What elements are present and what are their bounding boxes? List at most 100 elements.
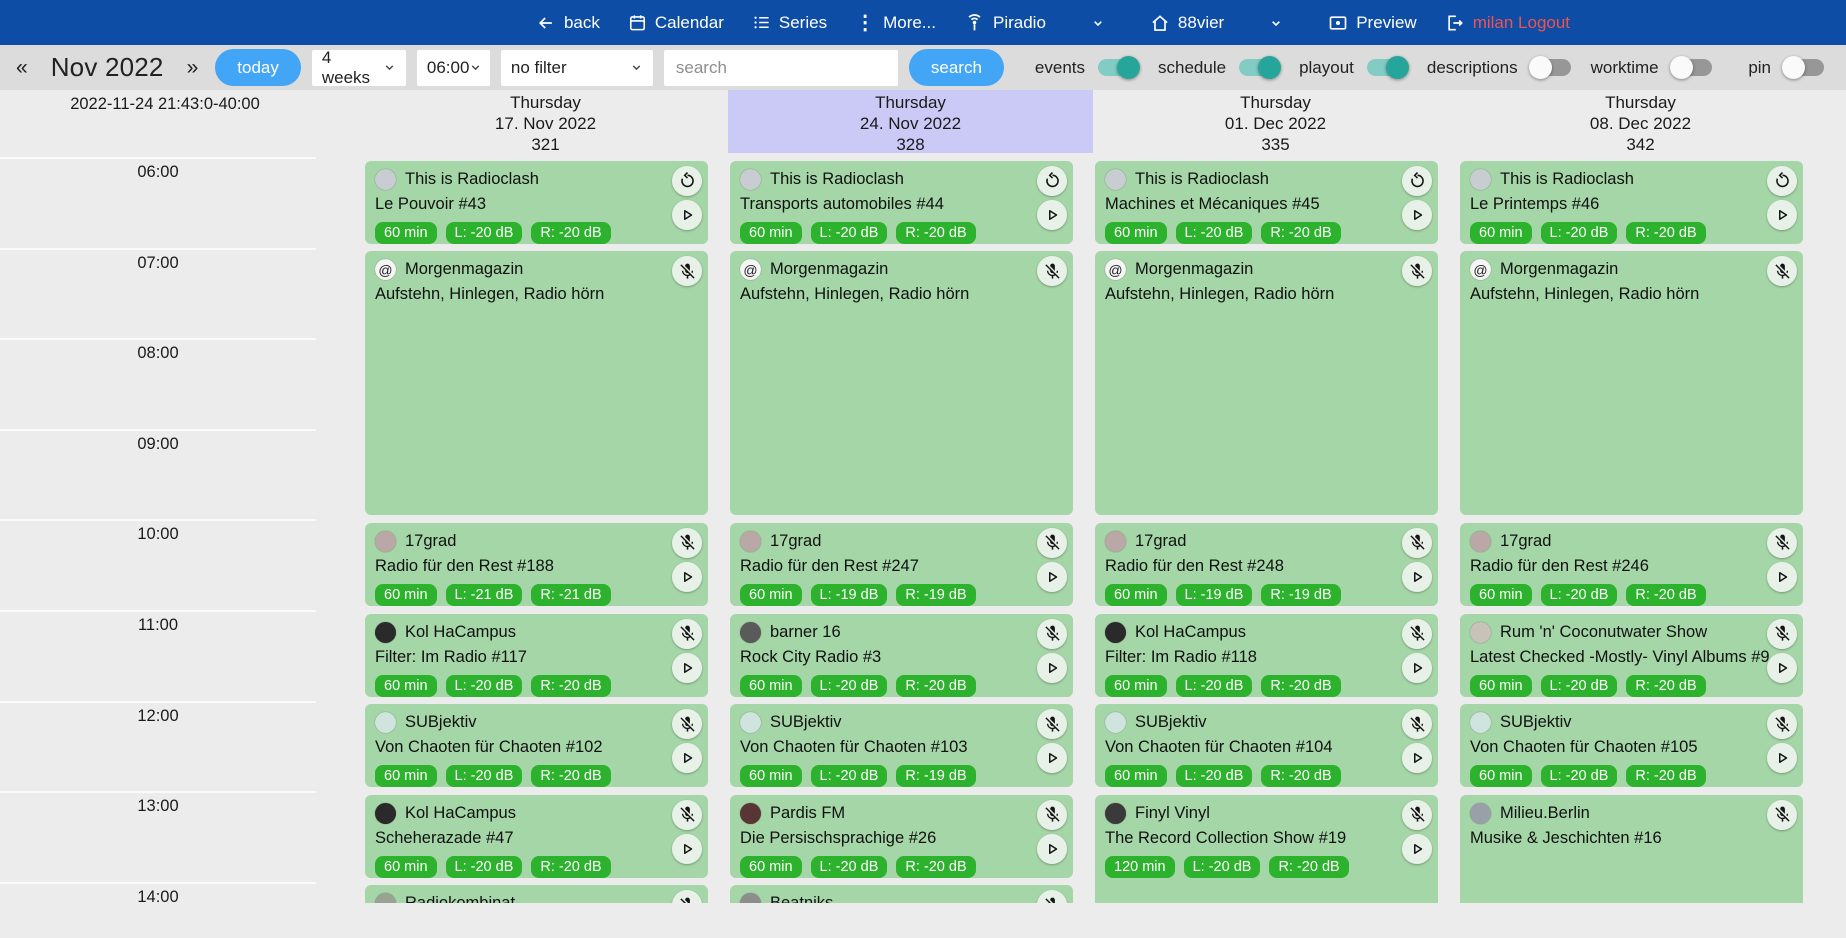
play-button[interactable] xyxy=(1767,561,1797,592)
play-button[interactable] xyxy=(1402,561,1432,592)
descriptions-switch[interactable] xyxy=(1528,56,1571,79)
mute-button[interactable] xyxy=(1767,618,1797,649)
event-card[interactable]: @ Morgenmagazin Aufstehn, Hinlegen, Radio … xyxy=(1095,251,1438,516)
event-card[interactable]: Milieu.Berlin Musike & Jeschichten #16 xyxy=(1460,794,1803,903)
schedule-switch[interactable] xyxy=(1239,56,1282,79)
nav-more[interactable]: ⋮ More... xyxy=(855,10,936,35)
event-card[interactable]: @ Morgenmagazin Aufstehn, Hinlegen, Radio … xyxy=(365,251,708,516)
nav-calendar[interactable]: Calendar xyxy=(628,13,724,33)
play-button[interactable] xyxy=(1402,743,1432,774)
mute-button[interactable] xyxy=(1037,709,1067,740)
nav-station[interactable]: Piradio xyxy=(964,12,1046,33)
mute-button[interactable] xyxy=(672,799,702,830)
event-card[interactable]: barner 16 Rock City Radio #3 60 min L: -20 … xyxy=(730,613,1073,697)
mute-button[interactable] xyxy=(1402,256,1432,287)
event-card[interactable]: Kol HaCampus Scheherazade #47 60 min L: -20… xyxy=(365,794,708,878)
play-button[interactable] xyxy=(1037,561,1067,592)
play-button[interactable] xyxy=(1767,199,1797,230)
play-button[interactable] xyxy=(1037,199,1067,230)
play-button[interactable] xyxy=(672,833,702,864)
mute-button[interactable] xyxy=(1402,527,1432,558)
next-month-button[interactable]: » xyxy=(186,55,199,79)
play-button[interactable] xyxy=(672,561,702,592)
today-button[interactable]: today xyxy=(215,49,301,86)
range-select[interactable]: 4 weeks xyxy=(311,48,406,87)
mute-button[interactable] xyxy=(1767,709,1797,740)
column-header-weekday: Thursday xyxy=(1240,93,1311,112)
play-button[interactable] xyxy=(1402,652,1432,683)
mute-button[interactable] xyxy=(1767,799,1797,830)
event-card[interactable]: Rum 'n' Coconutwater Show Latest Checked … xyxy=(1460,613,1803,697)
play-button[interactable] xyxy=(1402,199,1432,230)
event-card[interactable]: Radiokombinat xyxy=(365,885,708,903)
event-card[interactable]: 17grad Radio für den Rest #247 60 min L: -1… xyxy=(730,522,1073,606)
mute-button[interactable] xyxy=(672,890,702,903)
replay-button[interactable] xyxy=(1037,165,1067,196)
event-card[interactable]: This is Radioclash Le Printemps #46 60 min… xyxy=(1460,160,1803,244)
play-button[interactable] xyxy=(672,199,702,230)
badge-row: 60 min L: -20 dB R: -20 dB xyxy=(1105,221,1394,244)
start-time-select[interactable]: 06:00 xyxy=(416,49,490,86)
event-card[interactable]: Pardis FM Die Persischsprachige #26 60 min… xyxy=(730,794,1073,878)
prev-month-button[interactable]: « xyxy=(16,55,28,79)
replay-button[interactable] xyxy=(1767,165,1797,196)
play-button[interactable] xyxy=(1037,652,1067,683)
nav-preview[interactable]: Preview xyxy=(1328,13,1417,33)
mute-button[interactable] xyxy=(1037,256,1067,287)
mute-button[interactable] xyxy=(1037,618,1067,649)
mute-button[interactable] xyxy=(1767,256,1797,287)
replay-button[interactable] xyxy=(1402,165,1432,196)
event-card[interactable]: Kol HaCampus Filter: Im Radio #118 60 min L… xyxy=(1095,613,1438,697)
pin-switch[interactable] xyxy=(1782,56,1824,79)
mute-button[interactable] xyxy=(672,527,702,558)
mute-button[interactable] xyxy=(672,709,702,740)
event-card[interactable]: This is Radioclash Machines et Mécaniques… xyxy=(1095,160,1438,244)
event-card[interactable]: 17grad Radio für den Rest #188 60 min L: -2… xyxy=(365,522,708,606)
event-card[interactable]: SUBjektiv Von Chaoten für Chaoten #105 60 … xyxy=(1460,704,1803,788)
event-card[interactable]: SUBjektiv Von Chaoten für Chaoten #103 60 … xyxy=(730,704,1073,788)
playout-switch[interactable] xyxy=(1366,56,1409,79)
filter-select[interactable]: no filter xyxy=(500,49,653,86)
event-card[interactable]: Finyl Vinyl The Record Collection Show #1… xyxy=(1095,794,1438,903)
play-button[interactable] xyxy=(1402,833,1432,864)
play-button[interactable] xyxy=(1767,743,1797,774)
station-dropdown-button[interactable] xyxy=(1090,15,1106,31)
event-card[interactable]: This is Radioclash Transports automobiles… xyxy=(730,160,1073,244)
event-card[interactable]: @ Morgenmagazin Aufstehn, Hinlegen, Radio … xyxy=(730,251,1073,516)
play-button[interactable] xyxy=(1037,743,1067,774)
event-card[interactable]: This is Radioclash Le Pouvoir #43 60 min L:… xyxy=(365,160,708,244)
mute-button[interactable] xyxy=(672,618,702,649)
event-card[interactable]: SUBjektiv Von Chaoten für Chaoten #102 60 … xyxy=(365,704,708,788)
studio-dropdown-button[interactable] xyxy=(1268,15,1284,31)
nav-studio[interactable]: 88vier xyxy=(1150,13,1224,33)
mute-button[interactable] xyxy=(1037,890,1067,903)
event-card[interactable]: SUBjektiv Von Chaoten für Chaoten #104 60 … xyxy=(1095,704,1438,788)
replay-button[interactable] xyxy=(672,165,702,196)
duration-badge: 60 min xyxy=(375,583,437,606)
mute-button[interactable] xyxy=(1037,527,1067,558)
search-input[interactable] xyxy=(663,49,898,86)
worktime-switch[interactable] xyxy=(1669,56,1712,79)
play-button[interactable] xyxy=(672,652,702,683)
event-card[interactable]: Beatniks xyxy=(730,885,1073,903)
mute-button[interactable] xyxy=(1402,618,1432,649)
mute-button[interactable] xyxy=(1767,527,1797,558)
play-button[interactable] xyxy=(672,743,702,774)
event-card[interactable]: Kol HaCampus Filter: Im Radio #117 60 min L… xyxy=(365,613,708,697)
mute-button[interactable] xyxy=(1402,799,1432,830)
mute-button[interactable] xyxy=(1037,799,1067,830)
mute-button[interactable] xyxy=(672,256,702,287)
event-card[interactable]: 17grad Radio für den Rest #248 60 min L: -1… xyxy=(1095,522,1438,606)
search-button[interactable]: search xyxy=(908,49,1004,86)
logout-button[interactable]: milan Logout xyxy=(1445,13,1570,33)
event-card[interactable]: @ Morgenmagazin Aufstehn, Hinlegen, Radio … xyxy=(1460,251,1803,516)
mute-button[interactable] xyxy=(1402,709,1432,740)
play-icon xyxy=(1408,840,1426,858)
event-card[interactable]: 17grad Radio für den Rest #246 60 min L: -2… xyxy=(1460,522,1803,606)
events-switch[interactable] xyxy=(1098,56,1140,79)
nav-series[interactable]: Series xyxy=(752,13,827,33)
play-button[interactable] xyxy=(1037,833,1067,864)
badge-row: 60 min L: -20 dB R: -20 dB xyxy=(375,765,664,788)
back-button[interactable]: back xyxy=(536,13,600,33)
play-button[interactable] xyxy=(1767,652,1797,683)
